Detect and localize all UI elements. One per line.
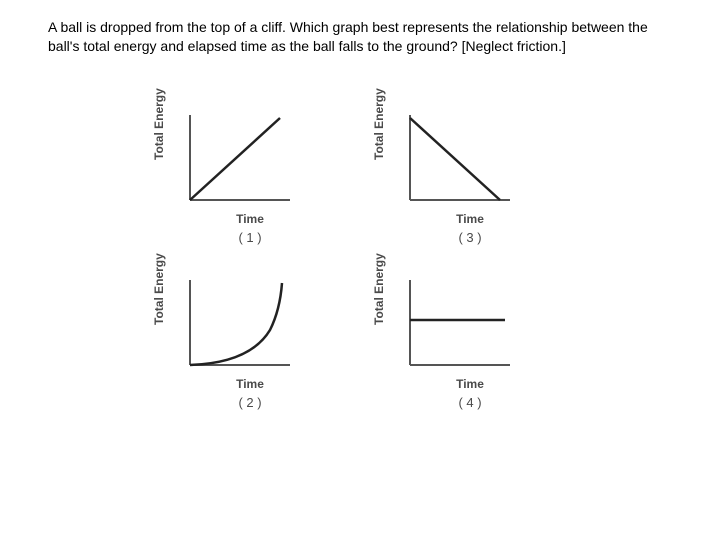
graph-1-svg: [160, 110, 300, 210]
x-axis-label: Time: [180, 212, 320, 226]
graph-1: Total Energy Time ( 1 ): [160, 110, 320, 245]
data-line: [410, 118, 500, 200]
x-axis-label: Time: [400, 212, 540, 226]
y-axis-label: Total Energy: [152, 88, 166, 160]
graph-row-2: Total Energy Time ( 2 ) Total Energy Tim…: [160, 275, 580, 410]
y-axis-label: Total Energy: [152, 253, 166, 325]
data-line: [190, 283, 282, 365]
x-axis-label: Time: [180, 377, 320, 391]
graphs-grid: Total Energy Time ( 1 ) Total Energy Tim…: [160, 110, 580, 440]
graph-number: ( 1 ): [180, 230, 320, 245]
graph-3: Total Energy Time ( 3 ): [380, 110, 540, 245]
graph-number: ( 3 ): [400, 230, 540, 245]
graph-number: ( 4 ): [400, 395, 540, 410]
data-line: [190, 118, 280, 200]
graph-number: ( 2 ): [180, 395, 320, 410]
graph-4-svg: [380, 275, 520, 375]
x-axis-label: Time: [400, 377, 540, 391]
graph-row-1: Total Energy Time ( 1 ) Total Energy Tim…: [160, 110, 580, 245]
graph-4: Total Energy Time ( 4 ): [380, 275, 540, 410]
question-text: A ball is dropped from the top of a clif…: [48, 18, 672, 56]
graph-2: Total Energy Time ( 2 ): [160, 275, 320, 410]
graph-3-svg: [380, 110, 520, 210]
y-axis-label: Total Energy: [372, 253, 386, 325]
y-axis-label: Total Energy: [372, 88, 386, 160]
graph-2-svg: [160, 275, 300, 375]
